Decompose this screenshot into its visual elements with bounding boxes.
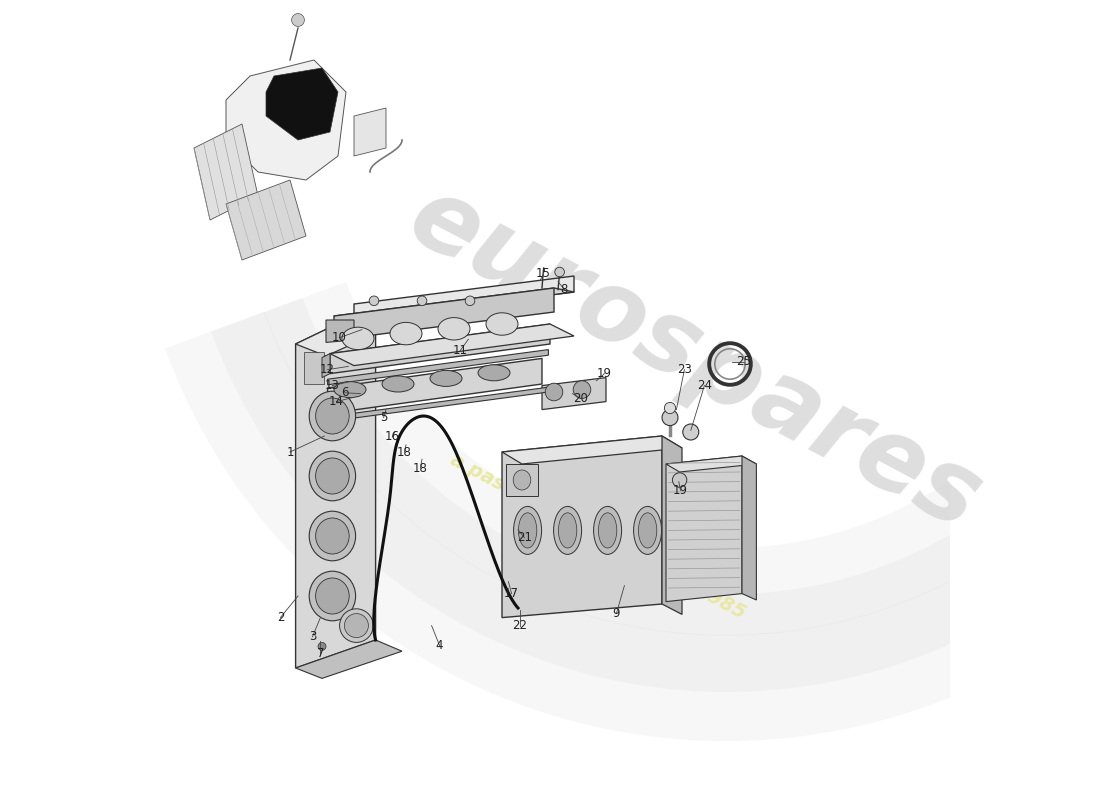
Ellipse shape	[559, 513, 576, 548]
Polygon shape	[226, 60, 346, 180]
Ellipse shape	[344, 614, 369, 638]
Text: 14: 14	[329, 395, 344, 408]
Polygon shape	[502, 436, 682, 464]
Circle shape	[465, 296, 475, 306]
Ellipse shape	[316, 518, 349, 554]
Polygon shape	[742, 456, 757, 600]
Text: 10: 10	[332, 331, 346, 344]
Ellipse shape	[334, 382, 366, 398]
Circle shape	[672, 473, 686, 487]
Ellipse shape	[390, 322, 422, 345]
Ellipse shape	[430, 370, 462, 386]
Ellipse shape	[486, 313, 518, 335]
Ellipse shape	[316, 398, 349, 434]
Text: 21: 21	[517, 531, 532, 544]
Polygon shape	[354, 276, 574, 320]
Ellipse shape	[316, 458, 349, 494]
Circle shape	[417, 296, 427, 306]
Text: 19: 19	[673, 484, 688, 497]
Polygon shape	[296, 306, 406, 356]
Polygon shape	[328, 350, 549, 385]
Text: a passion for parts since 1985: a passion for parts since 1985	[447, 450, 749, 622]
Text: 5: 5	[379, 411, 387, 424]
Ellipse shape	[340, 609, 373, 642]
Text: 22: 22	[513, 619, 527, 632]
Ellipse shape	[309, 391, 355, 441]
Polygon shape	[266, 68, 338, 140]
Circle shape	[370, 296, 378, 306]
Ellipse shape	[553, 506, 582, 554]
Text: 16: 16	[385, 430, 400, 443]
Text: 13: 13	[324, 379, 340, 392]
Polygon shape	[296, 306, 375, 668]
Polygon shape	[666, 456, 757, 472]
Circle shape	[554, 267, 564, 277]
Polygon shape	[666, 456, 743, 602]
Polygon shape	[328, 387, 549, 422]
Text: 12: 12	[320, 363, 336, 376]
Ellipse shape	[309, 451, 355, 501]
Ellipse shape	[342, 327, 374, 350]
Ellipse shape	[518, 513, 537, 548]
Circle shape	[683, 424, 698, 440]
Ellipse shape	[382, 376, 414, 392]
Text: 9: 9	[613, 607, 620, 620]
Text: 15: 15	[536, 267, 551, 280]
Ellipse shape	[478, 365, 510, 381]
Bar	[506, 464, 538, 496]
Ellipse shape	[309, 511, 355, 561]
Polygon shape	[326, 320, 354, 342]
Ellipse shape	[514, 506, 541, 554]
Polygon shape	[542, 378, 606, 410]
Text: 18: 18	[397, 446, 411, 458]
Text: 11: 11	[453, 344, 468, 357]
Ellipse shape	[514, 470, 531, 490]
Ellipse shape	[316, 578, 349, 614]
Polygon shape	[334, 288, 574, 320]
Polygon shape	[354, 108, 386, 156]
Circle shape	[292, 14, 305, 26]
Text: 8: 8	[561, 283, 568, 296]
Ellipse shape	[594, 506, 621, 554]
Ellipse shape	[309, 571, 355, 621]
Text: 24: 24	[697, 379, 712, 392]
Text: 7: 7	[317, 647, 324, 660]
Polygon shape	[296, 640, 402, 678]
Ellipse shape	[638, 513, 657, 548]
Text: 3: 3	[309, 630, 316, 643]
Circle shape	[662, 410, 678, 426]
Text: 23: 23	[676, 363, 692, 376]
Circle shape	[664, 402, 675, 414]
Polygon shape	[194, 124, 258, 220]
Text: 20: 20	[573, 392, 587, 405]
Ellipse shape	[546, 383, 563, 401]
Polygon shape	[226, 180, 306, 260]
Text: 2: 2	[277, 611, 284, 624]
Text: 6: 6	[341, 386, 349, 399]
Ellipse shape	[573, 381, 591, 398]
Ellipse shape	[438, 318, 470, 340]
Polygon shape	[662, 436, 682, 614]
Text: 4: 4	[436, 639, 443, 652]
Ellipse shape	[634, 506, 661, 554]
Polygon shape	[502, 436, 662, 618]
Text: 19: 19	[597, 367, 612, 380]
Text: 25: 25	[736, 355, 751, 368]
Text: 1: 1	[286, 446, 294, 458]
Text: 18: 18	[412, 462, 428, 474]
Polygon shape	[328, 358, 542, 414]
Bar	[304, 352, 324, 384]
Circle shape	[318, 642, 326, 650]
Polygon shape	[330, 324, 550, 374]
Polygon shape	[322, 354, 330, 378]
Polygon shape	[334, 288, 554, 340]
Polygon shape	[330, 324, 574, 366]
Text: eurospares: eurospares	[392, 169, 997, 551]
Text: 17: 17	[504, 587, 519, 600]
Ellipse shape	[598, 513, 617, 548]
